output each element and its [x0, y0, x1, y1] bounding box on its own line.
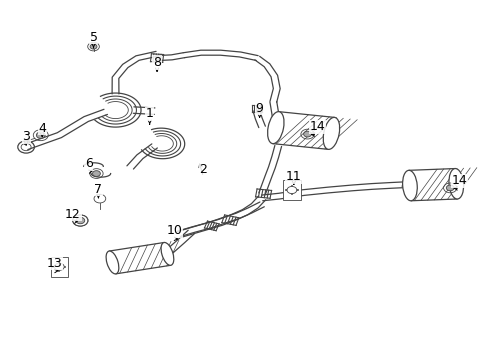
Circle shape	[287, 186, 297, 194]
Text: 1: 1	[146, 107, 154, 120]
Text: 2: 2	[199, 163, 207, 176]
Text: 11: 11	[286, 170, 302, 183]
Circle shape	[304, 131, 312, 137]
Bar	[409, 168, 457, 201]
Text: 3: 3	[22, 130, 30, 144]
Circle shape	[54, 263, 64, 270]
Bar	[273, 112, 335, 149]
Text: 5: 5	[90, 31, 98, 44]
Text: 7: 7	[95, 183, 102, 196]
Ellipse shape	[106, 251, 119, 274]
Ellipse shape	[449, 168, 464, 199]
Bar	[50, 257, 68, 277]
Circle shape	[446, 185, 454, 191]
Ellipse shape	[323, 117, 340, 149]
Circle shape	[93, 171, 100, 176]
Ellipse shape	[268, 112, 284, 144]
Bar	[283, 180, 301, 200]
Text: 6: 6	[85, 157, 93, 170]
Circle shape	[94, 194, 106, 203]
Text: 8: 8	[153, 56, 161, 69]
Text: 13: 13	[47, 257, 62, 270]
Ellipse shape	[403, 170, 417, 201]
Circle shape	[36, 132, 45, 138]
Ellipse shape	[161, 242, 174, 265]
Text: 4: 4	[38, 122, 46, 135]
Text: 12: 12	[65, 208, 81, 221]
Text: 10: 10	[166, 224, 182, 238]
Text: 14: 14	[452, 174, 468, 187]
Text: 14: 14	[310, 121, 325, 134]
Circle shape	[90, 44, 97, 49]
Bar	[109, 243, 171, 274]
Circle shape	[76, 217, 85, 224]
Text: 9: 9	[256, 102, 264, 115]
